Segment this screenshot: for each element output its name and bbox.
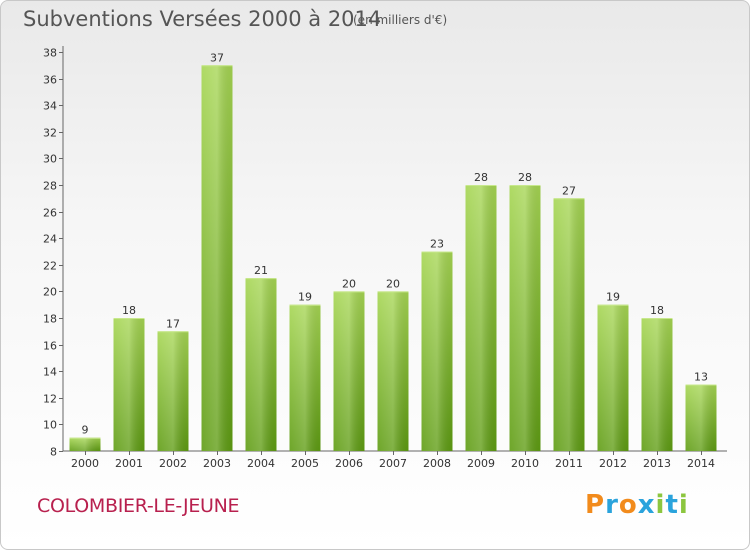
bar-value-label: 19 bbox=[298, 291, 312, 304]
bar-value-label: 20 bbox=[342, 277, 356, 290]
x-tick-label: 2001 bbox=[115, 457, 143, 470]
x-tick-label: 2010 bbox=[511, 457, 539, 470]
bar-highlight bbox=[201, 65, 233, 452]
y-tick-label: 10 bbox=[43, 419, 57, 432]
chart-axes: 8 10 12 14 16 18 20 22 24 26 28 30 32 34 36 38 2000 2001 2… bbox=[43, 46, 727, 470]
y-tick-label: 28 bbox=[43, 180, 57, 193]
bar-highlight bbox=[113, 318, 145, 451]
y-tick-label: 26 bbox=[43, 207, 57, 220]
y-tick-label: 8 bbox=[50, 446, 57, 459]
y-tick-label: 36 bbox=[43, 74, 57, 87]
x-tick-label: 2004 bbox=[247, 457, 275, 470]
bar-highlight bbox=[377, 291, 409, 451]
bar-highlight bbox=[553, 198, 585, 451]
x-tick-label: 2002 bbox=[159, 457, 187, 470]
bar-value-label: 9 bbox=[82, 424, 89, 437]
bar-value-label: 28 bbox=[518, 171, 532, 184]
y-tick-label: 20 bbox=[43, 286, 57, 299]
bar-highlight bbox=[245, 278, 277, 451]
chart-title: Subventions Versées 2000 à 2014 bbox=[23, 7, 382, 31]
bar-value-label: 20 bbox=[386, 277, 400, 290]
proxiti-logo[interactable]: Proxiti bbox=[585, 490, 689, 520]
bar-value-label: 17 bbox=[166, 317, 180, 330]
y-tick-label: 38 bbox=[43, 47, 57, 60]
logo-letter: t bbox=[665, 490, 679, 520]
y-tick-label: 22 bbox=[43, 260, 57, 273]
commune-name: COLOMBIER-LE-JEUNE bbox=[37, 495, 240, 517]
bar-value-label: 21 bbox=[254, 264, 268, 277]
y-tick-label: 18 bbox=[43, 313, 57, 326]
bar-highlight bbox=[157, 331, 189, 451]
bar-highlight bbox=[597, 304, 629, 451]
y-tick-label: 30 bbox=[43, 153, 57, 166]
x-tick-label: 2011 bbox=[555, 457, 583, 470]
chart-bars: 9 18 17 37 21 19 20 20 23 28 28 27 19 18 13 bbox=[69, 51, 717, 452]
bar-highlight bbox=[421, 251, 453, 451]
logo-letter: r bbox=[605, 490, 619, 520]
y-tick-label: 16 bbox=[43, 340, 57, 353]
logo-letter: i bbox=[678, 490, 689, 520]
bar-highlight bbox=[685, 384, 717, 451]
bar-value-label: 37 bbox=[210, 51, 224, 64]
bar-highlight bbox=[509, 185, 541, 451]
x-tick-label: 2005 bbox=[291, 457, 319, 470]
bar-highlight bbox=[289, 304, 321, 451]
logo-letter: o bbox=[618, 490, 638, 520]
x-tick-label: 2012 bbox=[599, 457, 627, 470]
logo-letter: i bbox=[655, 490, 666, 520]
bar-highlight bbox=[69, 437, 101, 451]
bar-value-label: 18 bbox=[650, 304, 664, 317]
bar-value-label: 19 bbox=[606, 291, 620, 304]
bar-value-label: 13 bbox=[694, 371, 708, 384]
x-tick-label: 2009 bbox=[467, 457, 495, 470]
y-tick-label: 24 bbox=[43, 233, 57, 246]
bar-highlight bbox=[333, 291, 365, 451]
x-tick-label: 2006 bbox=[335, 457, 363, 470]
logo-letter: x bbox=[637, 490, 656, 520]
x-tick-label: 2008 bbox=[423, 457, 451, 470]
bar-value-label: 23 bbox=[430, 238, 444, 251]
bar-value-label: 28 bbox=[474, 171, 488, 184]
y-tick-label: 12 bbox=[43, 393, 57, 406]
y-tick-label: 34 bbox=[43, 100, 57, 113]
logo-letter: P bbox=[585, 490, 606, 520]
bar-highlight bbox=[641, 318, 673, 451]
x-tick-label: 2007 bbox=[379, 457, 407, 470]
bar-value-label: 27 bbox=[562, 184, 576, 197]
chart-unit: (en milliers d'€) bbox=[353, 13, 448, 27]
y-tick-label: 32 bbox=[43, 127, 57, 140]
x-tick-label: 2013 bbox=[643, 457, 671, 470]
x-tick-label: 2014 bbox=[687, 457, 715, 470]
x-tick-label: 2000 bbox=[71, 457, 99, 470]
bar-highlight bbox=[465, 185, 497, 451]
y-tick-label: 14 bbox=[43, 366, 57, 379]
bar-value-label: 18 bbox=[122, 304, 136, 317]
x-tick-label: 2003 bbox=[203, 457, 231, 470]
